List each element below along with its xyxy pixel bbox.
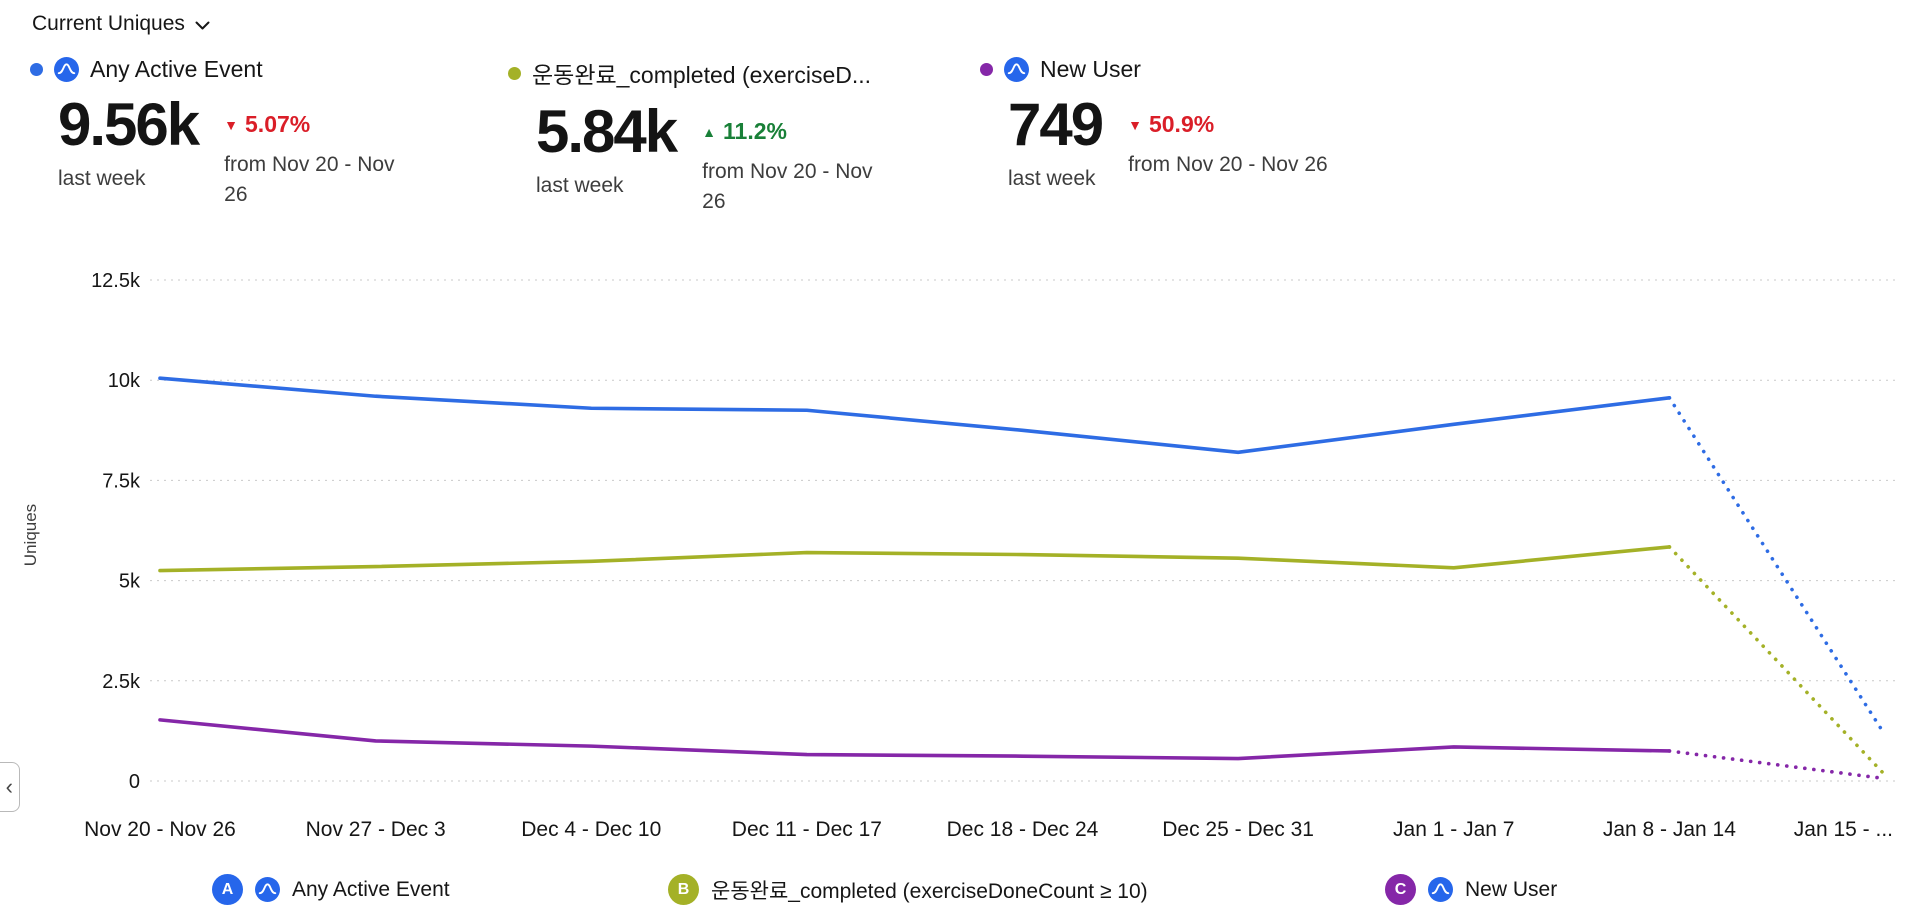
series-color-dot	[30, 63, 43, 76]
y-tick-label: 12.5k	[91, 270, 141, 292]
comparison-period: from Nov 20 - Nov 26	[1128, 153, 1328, 176]
metric-value: 5.84k	[536, 98, 678, 165]
metric-period: last week	[58, 167, 146, 190]
series-line-A-projection[interactable]	[1667, 396, 1887, 737]
metric-name: Any Active Event	[90, 56, 263, 82]
chevron-down-icon	[195, 21, 210, 29]
legend-label: 운동완료_completed (exerciseDoneCount ≥ 10)	[711, 879, 1148, 903]
y-tick-label: 7.5k	[102, 470, 141, 492]
legend-label: New User	[1465, 877, 1558, 901]
series-color-dot	[508, 66, 521, 80]
metric-card-exercise-completed: 운동완료_completed (exerciseD... 5.84k last …	[508, 56, 986, 218]
series-line-C-projection[interactable]	[1667, 749, 1887, 781]
x-tick-label: Dec 25 - Dec 31	[1162, 818, 1314, 841]
y-tick-label: 10k	[108, 370, 141, 392]
legend-item-exercise-completed[interactable]: B 운동완료_completed (exerciseDoneCount ≥ 10…	[668, 874, 1148, 905]
metric-header[interactable]: New User	[980, 56, 1440, 83]
change-indicator: ▲ 11.2%	[702, 118, 880, 145]
comparison-period: from Nov 20 - Nov 26	[702, 160, 873, 214]
x-tick-label: Nov 20 - Nov 26	[84, 818, 236, 841]
comparison-period: from Nov 20 - Nov 26	[224, 153, 395, 207]
amplitude-icon	[1004, 57, 1029, 82]
change-value: 5.07%	[245, 111, 311, 137]
metric-header[interactable]: 운동완료_completed (exerciseD...	[508, 56, 986, 90]
series-line-B[interactable]	[158, 545, 1672, 573]
metric-period: last week	[1008, 167, 1096, 190]
legend-item-any-active-event[interactable]: A Any Active Event	[212, 874, 450, 905]
uniques-chart: 0 2.5k 5k 7.5k 10k 12.5k Uniques Nov 20 - Nov 2…	[0, 250, 1928, 870]
amplitude-icon	[54, 57, 79, 82]
x-tick-label: Jan 15 - ...	[1794, 818, 1893, 841]
change-indicator: ▼ 50.9%	[1128, 111, 1328, 138]
metric-period: last week	[536, 174, 624, 197]
metric-header[interactable]: Any Active Event	[30, 56, 500, 83]
x-tick-label: Nov 27 - Dec 3	[306, 818, 446, 841]
y-tick-label: 2.5k	[102, 671, 141, 693]
x-tick-label: Jan 1 - Jan 7	[1393, 818, 1514, 841]
metric-selector-label: Current Uniques	[32, 12, 185, 35]
metric-selector[interactable]: Current Uniques	[32, 12, 210, 36]
x-tick-label: Dec 4 - Dec 10	[521, 818, 661, 841]
series-line-B-projection[interactable]	[1667, 545, 1887, 777]
change-arrow-icon: ▲	[702, 123, 717, 140]
y-axis-label: Uniques	[21, 504, 40, 566]
series-line-A[interactable]	[158, 376, 1672, 455]
change-indicator: ▼ 5.07%	[224, 111, 402, 138]
legend-label: Any Active Event	[292, 877, 450, 901]
amplitude-icon	[1428, 877, 1453, 902]
metric-value: 9.56k	[58, 91, 200, 158]
change-arrow-icon: ▼	[1128, 116, 1142, 133]
x-tick-label: Dec 11 - Dec 17	[732, 818, 882, 841]
metric-name: 운동완료_completed (exerciseD...	[532, 62, 872, 88]
y-tick-label: 0	[129, 771, 140, 793]
chevron-left-icon: ‹	[5, 774, 13, 799]
series-color-dot	[980, 63, 993, 76]
chart-canvas: 0 2.5k 5k 7.5k 10k 12.5k Uniques Nov 20 - Nov 2…	[21, 270, 1895, 841]
series-badge: B	[668, 874, 699, 905]
metric-card-new-user: New User 749 last week ▼ 50.9% from Nov …	[980, 56, 1440, 191]
metric-name: New User	[1040, 56, 1141, 82]
series-badge: A	[212, 874, 243, 905]
legend-item-new-user[interactable]: C New User	[1385, 874, 1557, 905]
chart-legend: A Any Active Event B 운동완료_completed (exe…	[0, 874, 1928, 914]
series-badge: C	[1385, 874, 1416, 905]
x-tick-label: Dec 18 - Dec 24	[947, 818, 1099, 841]
x-tick-label: Jan 8 - Jan 14	[1603, 818, 1736, 841]
change-arrow-icon: ▼	[224, 116, 239, 133]
series-line-C[interactable]	[158, 718, 1672, 761]
change-value: 50.9%	[1148, 111, 1215, 137]
y-tick-label: 5k	[119, 571, 141, 593]
metric-card-any-active-event: Any Active Event 9.56k last week ▼ 5.07%…	[30, 56, 500, 211]
metric-value: 749	[1008, 91, 1104, 158]
amplitude-icon	[255, 877, 280, 902]
change-value: 11.2%	[723, 118, 787, 144]
collapse-panel-button[interactable]: ‹	[0, 762, 20, 812]
